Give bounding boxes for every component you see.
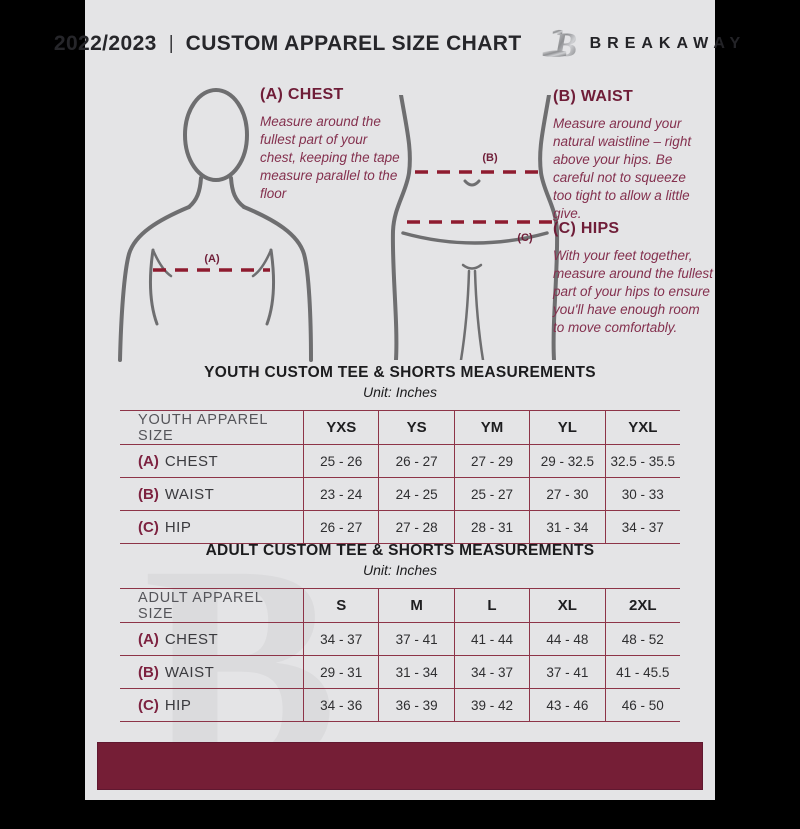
table-cell: 28 - 31 — [453, 511, 529, 543]
youth-size-table: YOUTH APPAREL SIZE YXS YS YM YL YXL (A) … — [120, 410, 680, 544]
chest-instruction: (A) CHEST Measure around the fullest par… — [260, 86, 402, 203]
youth-waist-row-label: (B) WAIST — [120, 478, 303, 510]
adult-chest-row-label: (A) CHEST — [120, 623, 303, 655]
size-chart-page: B 2022/2023 | CUSTOM APPAREL SIZE CHART … — [54, 0, 740, 814]
adult-table-header-row: ADULT APPAREL SIZE S M L XL 2XL — [120, 589, 680, 623]
table-cell: 37 - 41 — [529, 656, 604, 688]
adult-waist-row: (B) WAIST 29 - 31 31 - 34 34 - 37 37 - 4… — [120, 656, 680, 689]
row-prefix: (A) — [138, 452, 159, 470]
youth-table-header-row: YOUTH APPAREL SIZE YXS YS YM YL YXL — [120, 411, 680, 445]
row-prefix: (C) — [138, 518, 159, 536]
adult-header-label: ADULT APPAREL SIZE — [138, 589, 264, 622]
youth-header-yl: YL — [529, 411, 604, 444]
youth-header-yxl: YXL — [604, 411, 680, 444]
adult-header-l: L — [453, 589, 529, 622]
header-year: 2022/2023 — [53, 32, 157, 55]
page-header: 2022/2023 | CUSTOM APPAREL SIZE CHART B … — [54, 24, 740, 64]
waist-instruction: (B) WAIST Measure around your natural wa… — [553, 88, 707, 223]
brand-lockup: B BREAKAWAY — [541, 24, 747, 64]
waist-instruction-body: Measure around your natural waistline – … — [553, 116, 692, 221]
upper-body-figure: (A) — [118, 88, 313, 362]
row-name: CHEST — [164, 630, 219, 648]
row-name: HIP — [164, 518, 192, 536]
brand-name: BREAKAWAY — [589, 35, 747, 52]
page-title: CUSTOM APPAREL SIZE CHART — [185, 32, 522, 55]
youth-table-unit: Unit: Inches — [363, 384, 437, 400]
table-cell: 31 - 34 — [378, 656, 453, 688]
hips-instruction-body: With your feet together, measure around … — [553, 248, 713, 335]
chest-instruction-heading: (A) CHEST — [260, 86, 344, 103]
hips-instruction-heading: (C) HIPS — [553, 220, 620, 237]
hips-instruction: (C) HIPS With your feet together, measur… — [553, 220, 713, 337]
youth-header-ys: YS — [378, 411, 453, 444]
adult-table-unit: Unit: Inches — [363, 562, 437, 578]
lower-body-figure: (B) (C) — [390, 95, 560, 360]
adult-header-2xl: 2XL — [604, 589, 680, 622]
table-cell: 31 - 34 — [529, 511, 604, 543]
youth-chest-row-label: (A) CHEST — [120, 445, 303, 477]
adult-size-table: ADULT APPAREL SIZE S M L XL 2XL (A) CHES… — [120, 588, 680, 722]
youth-chest-row: (A) CHEST 25 - 26 26 - 27 27 - 29 29 - 3… — [120, 445, 680, 478]
row-name: WAIST — [164, 485, 215, 503]
table-cell: 43 - 46 — [529, 689, 604, 721]
waist-instruction-heading: (B) WAIST — [553, 88, 634, 105]
youth-header-yxs: YXS — [303, 411, 378, 444]
youth-table-title: YOUTH CUSTOM TEE & SHORTS MEASUREMENTS — [204, 364, 596, 381]
adult-header-s: S — [303, 589, 378, 622]
chest-marker-label: (A) — [204, 253, 220, 265]
adult-hip-row-label: (C) HIP — [120, 689, 303, 721]
adult-header-m: M — [378, 589, 453, 622]
table-cell: 29 - 32.5 — [529, 445, 604, 477]
adult-table-title: ADULT CUSTOM TEE & SHORTS MEASUREMENTS — [205, 542, 595, 559]
youth-hip-row: (C) HIP 26 - 27 27 - 28 28 - 31 31 - 34 … — [120, 511, 680, 544]
adult-header-xl: XL — [529, 589, 604, 622]
table-cell: 34 - 37 — [303, 623, 378, 655]
table-cell: 24 - 25 — [378, 478, 453, 510]
row-name: WAIST — [164, 663, 215, 681]
waist-marker-label: (B) — [482, 152, 498, 164]
table-cell: 29 - 31 — [303, 656, 378, 688]
table-cell: 23 - 24 — [303, 478, 378, 510]
table-cell: 48 - 52 — [604, 623, 680, 655]
row-prefix: (A) — [138, 630, 159, 648]
table-cell: 34 - 37 — [453, 656, 529, 688]
youth-hip-row-label: (C) HIP — [120, 511, 303, 543]
header-divider: | — [168, 33, 174, 54]
table-cell: 36 - 39 — [378, 689, 453, 721]
footer-accent-bar — [97, 742, 703, 790]
row-prefix: (B) — [138, 663, 159, 681]
adult-hip-row: (C) HIP 34 - 36 36 - 39 39 - 42 43 - 46 … — [120, 689, 680, 722]
adult-chest-row: (A) CHEST 34 - 37 37 - 41 41 - 44 44 - 4… — [120, 623, 680, 656]
table-cell: 44 - 48 — [529, 623, 604, 655]
youth-header-label: YOUTH APPAREL SIZE — [138, 411, 268, 444]
row-name: HIP — [164, 696, 192, 714]
table-cell: 27 - 28 — [378, 511, 453, 543]
table-cell: 27 - 29 — [453, 445, 529, 477]
table-cell: 39 - 42 — [453, 689, 529, 721]
row-prefix: (B) — [138, 485, 159, 503]
chest-instruction-body: Measure around the fullest part of your … — [260, 114, 400, 201]
table-cell: 41 - 45.5 — [604, 656, 680, 688]
table-cell: 27 - 30 — [529, 478, 604, 510]
table-cell: 46 - 50 — [604, 689, 680, 721]
adult-waist-row-label: (B) WAIST — [120, 656, 303, 688]
table-cell: 25 - 27 — [453, 478, 529, 510]
table-cell: 25 - 26 — [303, 445, 378, 477]
youth-header-ym: YM — [453, 411, 529, 444]
breakaway-logo-icon: B — [542, 26, 577, 64]
youth-waist-row: (B) WAIST 23 - 24 24 - 25 25 - 27 27 - 3… — [120, 478, 680, 511]
table-cell: 32.5 - 35.5 — [604, 445, 680, 477]
row-name: CHEST — [164, 452, 219, 470]
table-cell: 26 - 27 — [378, 445, 453, 477]
table-cell: 26 - 27 — [303, 511, 378, 543]
table-cell: 34 - 36 — [303, 689, 378, 721]
table-cell: 41 - 44 — [453, 623, 529, 655]
row-prefix: (C) — [138, 696, 159, 714]
table-cell: 37 - 41 — [378, 623, 453, 655]
table-cell: 30 - 33 — [604, 478, 680, 510]
hips-marker-label: (C) — [517, 232, 533, 244]
table-cell: 34 - 37 — [604, 511, 680, 543]
